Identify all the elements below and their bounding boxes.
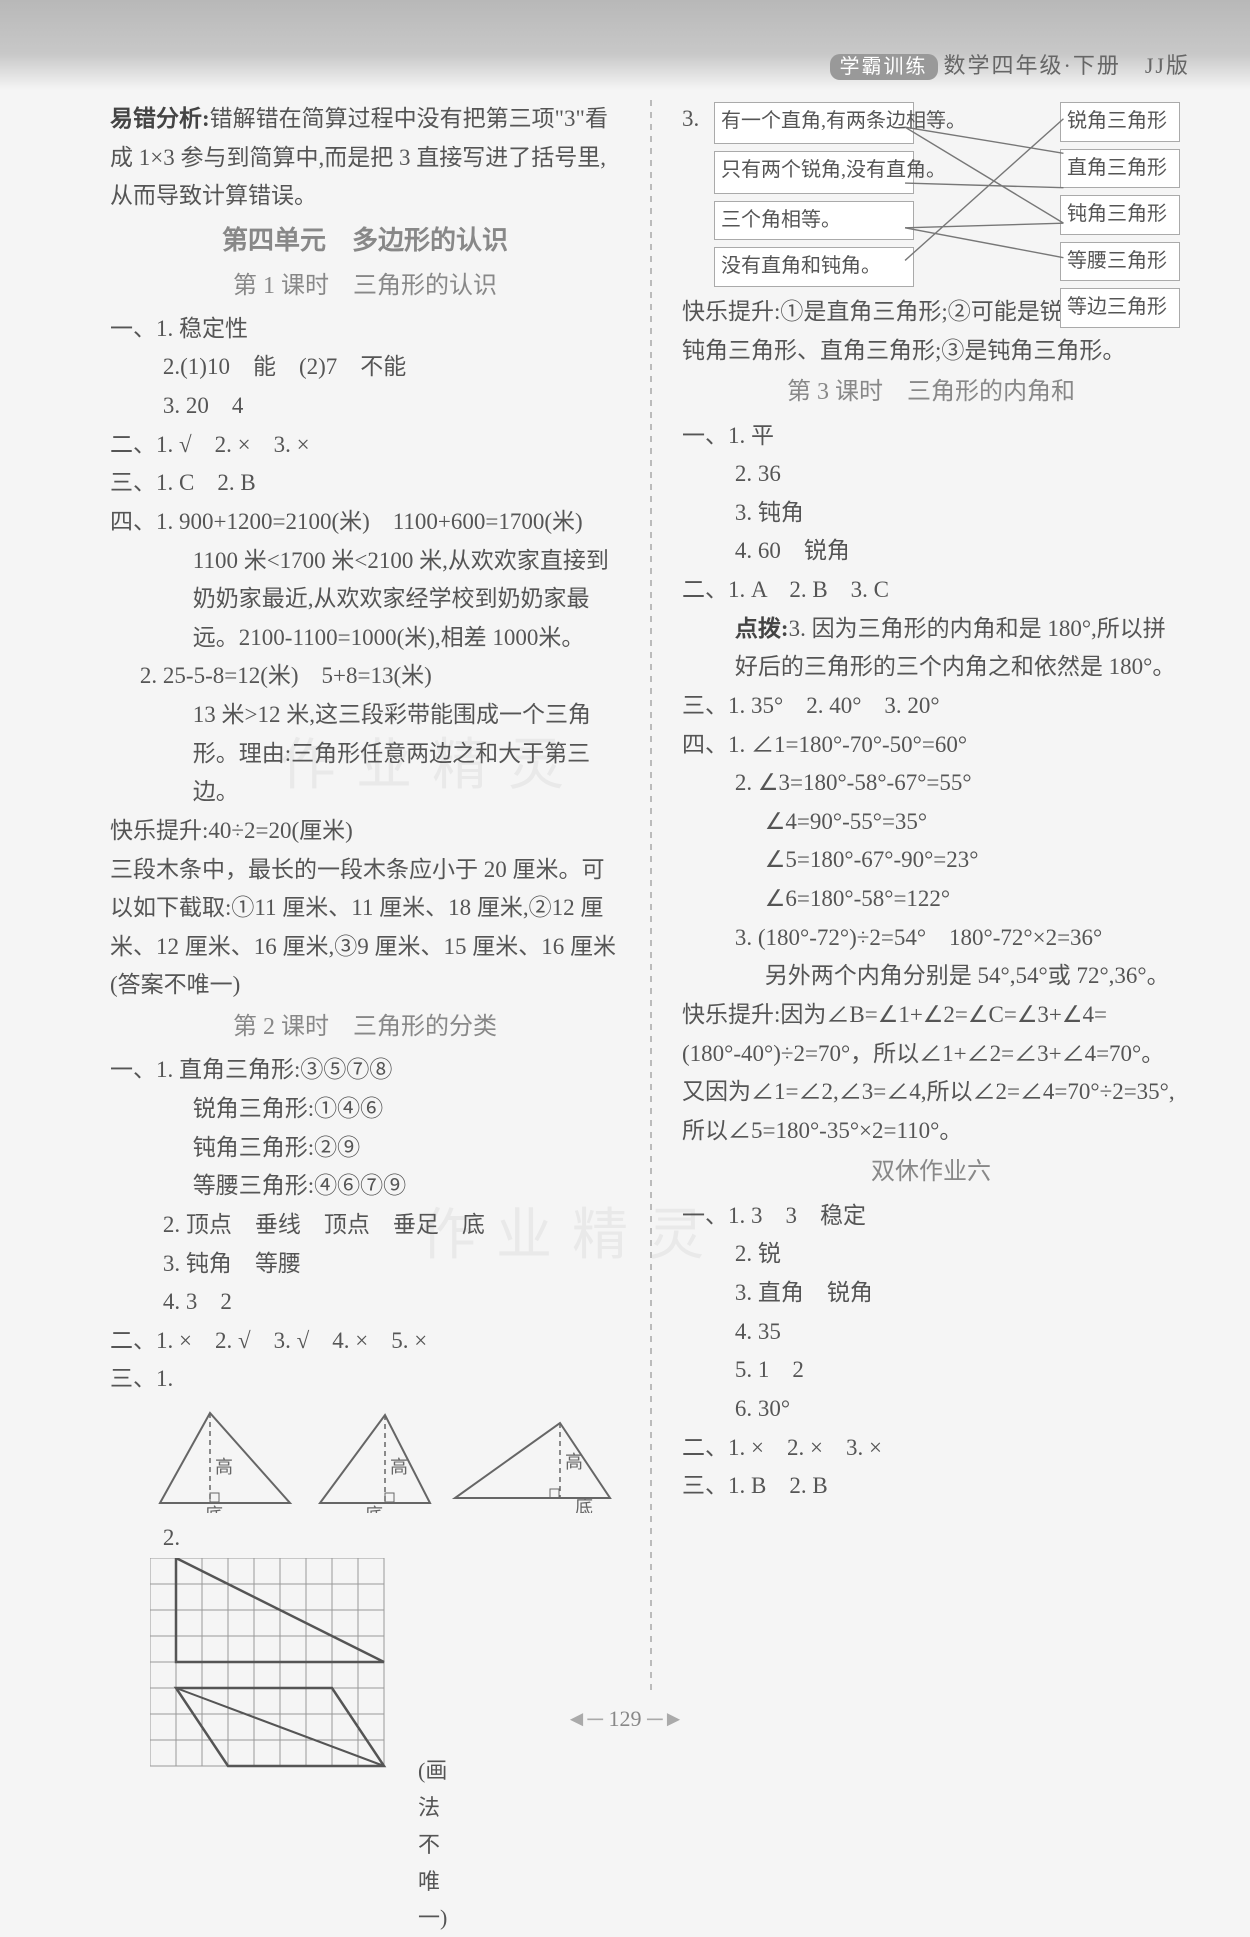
header-pill: 学霸训练 (830, 54, 938, 80)
answer-line: 四、1. ∠1=180°-70°-50°=60° (682, 726, 1180, 765)
match-left-item: 有一个直角,有两条边相等。 (714, 102, 914, 144)
answer-line: 等腰三角形:④⑥⑦⑨ (110, 1167, 620, 1206)
answer-line: ∠4=90°-55°=35° (682, 803, 1180, 842)
answer-line: 锐角三角形:①④⑥ (110, 1090, 620, 1129)
svg-text:高: 高 (565, 1452, 583, 1472)
match-left-item: 没有直角和钝角。 (714, 247, 914, 287)
answer-line: 3. (180°-72°)÷2=54° 180°-72°×2=36° (682, 919, 1180, 958)
triangle-3: 高 底 (450, 1413, 620, 1513)
svg-text:高: 高 (215, 1457, 233, 1477)
answer-line: 一、1. 直角三角形:③⑤⑦⑧ (110, 1051, 620, 1090)
answer-line: 钝角三角形:②⑨ (110, 1129, 620, 1168)
answer-line: 一、1. 平 (682, 417, 1180, 456)
match-left-col: 有一个直角,有两条边相等。 只有两个锐角,没有直角。 三个角相等。 没有直角和钝… (714, 102, 914, 287)
match-left-item: 三个角相等。 (714, 201, 914, 241)
page-deco-right: ─► (647, 1706, 684, 1731)
answer-line: 2. 顶点 垂线 顶点 垂足 底 (110, 1206, 620, 1245)
left-column: 易错分析:错解错在简算过程中没有把第三项"3"看成 1×3 参与到简算中,而是把… (110, 100, 620, 1694)
answer-line: 一、1. 3 3 稳定 (682, 1197, 1180, 1236)
answer-line: 2. 36 (682, 455, 1180, 494)
answer-line: 一、1. 稳定性 (110, 310, 620, 349)
match-left-item: 只有两个锐角,没有直角。 (714, 151, 914, 193)
page-number: ◄─ 129 ─► (0, 1706, 1250, 1732)
answer-line: 4. 60 锐角 (682, 532, 1180, 571)
column-divider (650, 100, 652, 1694)
answer-line: 二、1. A 2. B 3. C (682, 571, 1180, 610)
answer-line: 1100 米<1700 米<2100 米,从欢欢家直接到奶奶家最近,从欢欢家经学… (110, 542, 620, 658)
header-text: 数学四年级·下册 JJ版 (944, 53, 1190, 78)
right-column: 3. 有一个直角,有两条边相等。 只有两个锐角,没有直角。 三个角相等。 没有直… (682, 100, 1180, 1694)
answer-line: 快乐提升:因为∠B=∠1+∠2=∠C=∠3+∠4=(180°-40°)÷2=70… (682, 996, 1180, 1151)
dianbo-label: 点拨: (735, 616, 789, 641)
page-number-value: 129 (609, 1706, 642, 1731)
answer-line: 2. 锐 (682, 1235, 1180, 1274)
answer-line: ∠5=180°-67°-90°=23° (682, 841, 1180, 880)
lesson-1-title: 第 1 课时 三角形的认识 (110, 266, 620, 306)
page-deco-left: ◄─ (566, 1706, 603, 1731)
answer-line: 3. 20 4 (110, 387, 620, 426)
answer-line: 3. 钝角 等腰 (110, 1245, 620, 1284)
answer-line: 另外两个内角分别是 54°,54°或 72°,36°。 (682, 957, 1180, 996)
homework-6-title: 双休作业六 (682, 1152, 1180, 1192)
answer-line: 2.(1)10 能 (2)7 不能 (110, 348, 620, 387)
match-right-col: 锐角三角形 直角三角形 钝角三角形 等腰三角形 等边三角形 (1060, 102, 1180, 287)
svg-text:高: 高 (390, 1457, 408, 1477)
svg-text:底: 底 (205, 1505, 223, 1513)
answer-line: 13 米>12 米,这三段彩带能围成一个三角形。理由:三角形任意两边之和大于第三… (110, 696, 620, 812)
unit-title: 第四单元 多边形的认识 (110, 219, 620, 263)
lesson-3-title: 第 3 课时 三角形的内角和 (682, 372, 1180, 412)
answer-line: 三、1. B 2. B (682, 1467, 1180, 1506)
dianbo-text: 3. 因为三角形的内角和是 180°,所以拼好后的三角形的三个内角之和依然是 1… (735, 616, 1175, 680)
answer-line: 2. (110, 1519, 620, 1558)
matching-diagram: 有一个直角,有两条边相等。 只有两个锐角,没有直角。 三个角相等。 没有直角和钝… (714, 102, 1180, 287)
answer-line: 三、1. (110, 1360, 620, 1399)
svg-text:底: 底 (365, 1505, 383, 1513)
grid-figure: [] (画法不唯一) (150, 1558, 410, 1788)
match-right-item: 等边三角形 (1060, 288, 1180, 328)
answer-line: 5. 1 2 (682, 1351, 1180, 1390)
answer-line: 三段木条中，最长的一段木条应小于 20 厘米。可以如下截取:①11 厘米、11 … (110, 851, 620, 1006)
lesson-2-title: 第 2 课时 三角形的分类 (110, 1007, 620, 1047)
answer-line: 二、1. × 2. × 3. × (682, 1429, 1180, 1468)
answer-line: 3. 直角 锐角 (682, 1274, 1180, 1313)
answer-line: 2. ∠3=180°-58°-67°=55° (682, 764, 1180, 803)
answer-line: 4. 35 (682, 1313, 1180, 1352)
page-content: 易错分析:错解错在简算过程中没有把第三项"3"看成 1×3 参与到简算中,而是把… (110, 100, 1180, 1694)
error-analysis-label: 易错分析: (110, 106, 210, 131)
answer-line: ∠6=180°-58°=122° (682, 880, 1180, 919)
triangle-figures: 高 底 高 底 高 底 (150, 1403, 620, 1513)
match-right-item: 直角三角形 (1060, 149, 1180, 189)
header-label: 学霸训练数学四年级·下册 JJ版 (830, 48, 1190, 80)
answer-line: 二、1. × 2. √ 3. √ 4. × 5. × (110, 1322, 620, 1361)
triangle-1: 高 底 (150, 1403, 300, 1513)
match-right-item: 等腰三角形 (1060, 242, 1180, 282)
answer-line: 4. 3 2 (110, 1283, 620, 1322)
match-right-item: 钝角三角形 (1060, 195, 1180, 235)
answer-line: 四、1. 900+1200=2100(米) 1100+600=1700(米) (110, 503, 620, 542)
answer-line: 三、1. 35° 2. 40° 3. 20° (682, 687, 1180, 726)
answer-line: 3. 钝角 (682, 494, 1180, 533)
answer-line: 快乐提升:40÷2=20(厘米) (110, 812, 620, 851)
match-number: 3. (682, 100, 714, 139)
answer-line: 二、1. √ 2. × 3. × (110, 426, 620, 465)
answer-line: 2. 25-5-8=12(米) 5+8=13(米) (110, 657, 620, 696)
dianbo: 点拨:3. 因为三角形的内角和是 180°,所以拼好后的三角形的三个内角之和依然… (682, 610, 1180, 687)
triangle-2: 高 底 (310, 1403, 440, 1513)
grid-note: (画法不唯一) (418, 1753, 447, 1937)
error-analysis: 易错分析:错解错在简算过程中没有把第三项"3"看成 1×3 参与到简算中,而是把… (110, 100, 620, 216)
answer-line: 6. 30° (682, 1390, 1180, 1429)
match-right-item: 锐角三角形 (1060, 102, 1180, 142)
answer-line: 三、1. C 2. B (110, 464, 620, 503)
svg-text:底: 底 (575, 1497, 593, 1513)
